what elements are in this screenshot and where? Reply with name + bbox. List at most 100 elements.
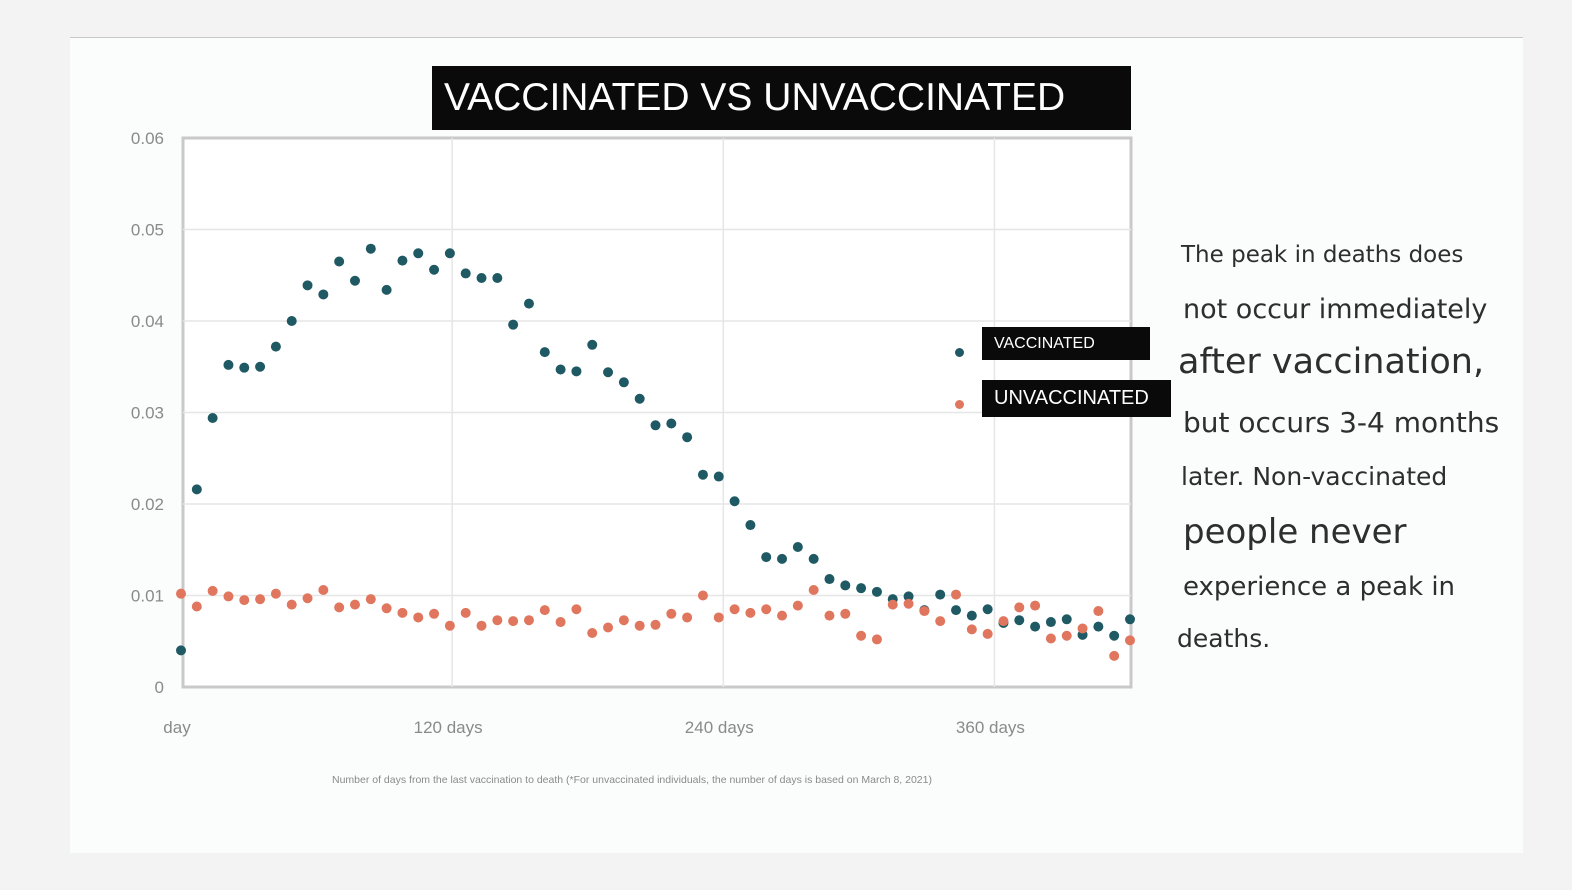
data-point-unvaccinated — [887, 599, 898, 610]
annotation-line-3: after vaccination, — [1178, 342, 1485, 382]
data-point-unvaccinated — [935, 616, 946, 627]
data-point-vaccinated — [777, 553, 788, 564]
data-point-unvaccinated — [713, 612, 724, 623]
data-point-unvaccinated — [1030, 600, 1041, 611]
data-point-vaccinated — [1125, 614, 1135, 625]
data-point-unvaccinated — [397, 607, 408, 618]
data-point-vaccinated — [792, 542, 803, 553]
data-point-vaccinated — [302, 280, 313, 291]
data-point-vaccinated — [682, 432, 693, 443]
y-tick-label: 0.06 — [131, 129, 164, 148]
y-tick-label: 0.05 — [131, 221, 164, 240]
annotation-line-8: deaths. — [1177, 624, 1271, 653]
annotation-line-2: not occur immediately — [1183, 294, 1488, 325]
data-point-vaccinated — [871, 586, 882, 597]
series-unvaccinated — [176, 585, 1135, 661]
data-point-vaccinated — [365, 243, 376, 254]
data-point-vaccinated — [334, 256, 345, 267]
data-points — [176, 243, 1135, 661]
data-point-vaccinated — [824, 574, 835, 585]
data-point-unvaccinated — [429, 608, 440, 619]
data-point-unvaccinated — [808, 585, 819, 596]
data-point-unvaccinated — [413, 612, 424, 623]
data-point-vaccinated — [761, 552, 772, 563]
x-axis-label: Number of days from the last vaccination… — [332, 774, 932, 786]
data-point-vaccinated — [856, 583, 867, 594]
data-point-unvaccinated — [682, 612, 693, 623]
data-point-unvaccinated — [191, 601, 202, 612]
data-point-unvaccinated — [824, 610, 835, 621]
data-point-vaccinated — [982, 604, 993, 615]
data-point-vaccinated — [176, 645, 186, 656]
data-point-unvaccinated — [840, 608, 851, 619]
data-point-unvaccinated — [492, 615, 503, 626]
y-axis-ticks: 0 0.01 0.02 0.03 0.04 0.05 0.06 — [131, 129, 164, 697]
legend-unvaccinated-label: UNVACCINATED — [982, 380, 1171, 417]
data-point-unvaccinated — [1014, 602, 1025, 613]
data-point-vaccinated — [951, 605, 962, 616]
data-point-unvaccinated — [460, 607, 471, 618]
data-point-unvaccinated — [745, 607, 756, 618]
data-point-unvaccinated — [1093, 606, 1104, 617]
data-point-unvaccinated — [476, 620, 487, 631]
data-point-vaccinated — [191, 484, 202, 495]
y-tick-label: 0.02 — [131, 495, 164, 514]
data-point-vaccinated — [508, 319, 519, 330]
chart-title: VACCINATED VS UNVACCINATED — [432, 66, 1131, 130]
data-point-unvaccinated — [697, 590, 708, 601]
data-point-unvaccinated — [1045, 633, 1056, 644]
data-point-vaccinated — [349, 275, 360, 286]
data-point-unvaccinated — [365, 594, 376, 605]
data-point-vaccinated — [587, 339, 598, 350]
data-point-unvaccinated — [381, 603, 392, 614]
data-point-unvaccinated — [634, 620, 645, 631]
data-point-unvaccinated — [239, 595, 250, 606]
annotation-line-1: The peak in deaths does — [1181, 242, 1464, 268]
data-point-unvaccinated — [966, 624, 977, 635]
data-point-unvaccinated — [555, 617, 566, 628]
data-point-unvaccinated — [1109, 650, 1120, 661]
data-point-unvaccinated — [761, 604, 772, 615]
legend-vaccinated-label: VACCINATED — [982, 327, 1150, 360]
data-point-unvaccinated — [1061, 630, 1072, 641]
y-tick-label: 0.03 — [131, 404, 164, 423]
data-point-unvaccinated — [871, 634, 882, 645]
data-point-unvaccinated — [176, 588, 186, 599]
data-point-vaccinated — [555, 364, 566, 375]
data-point-vaccinated — [1093, 621, 1104, 632]
data-point-unvaccinated — [571, 604, 582, 615]
data-point-vaccinated — [381, 284, 392, 295]
data-point-vaccinated — [1109, 630, 1120, 641]
legend-unvaccinated-marker — [955, 400, 964, 409]
data-point-vaccinated — [650, 420, 661, 431]
data-point-unvaccinated — [444, 620, 455, 631]
x-tick-label: 240 days — [685, 718, 754, 737]
data-point-vaccinated — [745, 520, 756, 531]
data-point-unvaccinated — [792, 600, 803, 611]
data-point-vaccinated — [239, 362, 250, 373]
data-point-vaccinated — [729, 496, 740, 507]
y-tick-label: 0 — [155, 678, 164, 697]
data-point-vaccinated — [223, 359, 234, 370]
x-tick-label: day — [163, 718, 191, 737]
y-tick-label: 0.04 — [131, 312, 164, 331]
data-point-vaccinated — [207, 412, 218, 423]
data-point-vaccinated — [444, 248, 455, 259]
data-point-vaccinated — [935, 589, 946, 600]
data-point-unvaccinated — [270, 588, 281, 599]
y-tick-label: 0.01 — [131, 587, 164, 606]
x-axis-ticks: day 120 days 240 days 360 days — [163, 718, 1025, 737]
data-point-vaccinated — [697, 469, 708, 480]
data-point-vaccinated — [413, 248, 424, 259]
data-point-vaccinated — [1030, 621, 1041, 632]
data-point-unvaccinated — [539, 605, 550, 616]
data-point-unvaccinated — [1125, 635, 1135, 646]
data-point-unvaccinated — [856, 630, 867, 641]
data-point-vaccinated — [270, 341, 281, 352]
data-point-vaccinated — [603, 367, 614, 378]
data-point-unvaccinated — [951, 589, 962, 600]
data-point-vaccinated — [840, 580, 851, 591]
x-tick-label: 360 days — [956, 718, 1025, 737]
annotation-line-5: later. Non-vaccinated — [1181, 462, 1448, 491]
